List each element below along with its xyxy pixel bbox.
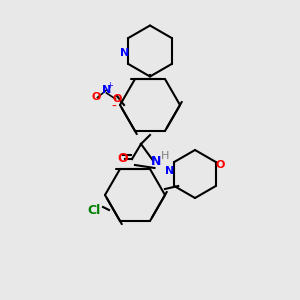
Text: O: O [112,94,122,104]
Text: O: O [216,160,225,170]
Text: H: H [161,151,169,161]
Text: -: - [112,100,116,113]
Text: +: + [106,81,113,90]
Text: N: N [102,85,111,95]
Text: N: N [165,166,174,176]
Text: Cl: Cl [87,203,101,217]
Text: O: O [91,92,101,103]
Text: O: O [118,152,128,166]
Text: N: N [151,155,161,169]
Text: N: N [120,47,129,58]
